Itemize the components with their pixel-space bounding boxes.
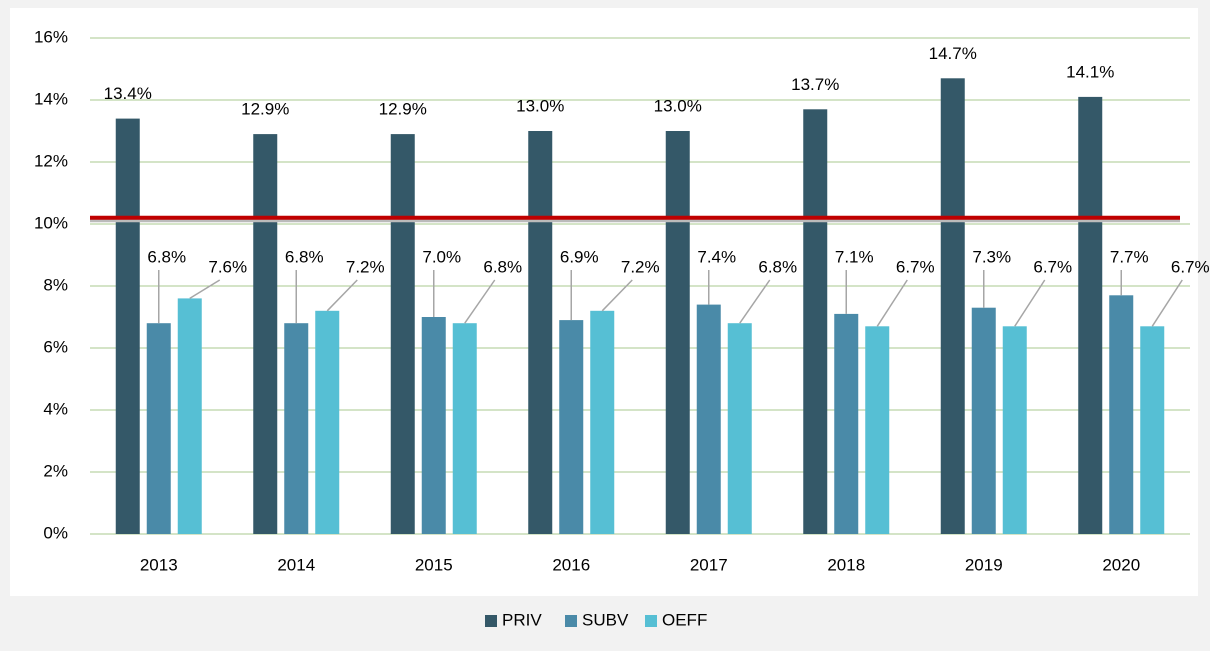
bar	[146, 323, 171, 534]
data-label: 6.7%	[896, 257, 935, 276]
legend-swatch	[645, 615, 657, 627]
x-tick-label: 2016	[552, 555, 590, 574]
y-tick-label: 4%	[43, 399, 68, 418]
bar	[727, 323, 752, 534]
bar	[665, 131, 690, 534]
bar	[421, 317, 446, 534]
leader-line	[189, 279, 221, 300]
y-tick-label: 10%	[34, 213, 68, 232]
data-label: 13.7%	[791, 75, 839, 94]
leader-line	[876, 279, 908, 327]
data-label: 7.4%	[697, 247, 736, 266]
legend-label: OEFF	[662, 610, 707, 629]
data-label: 6.7%	[1171, 257, 1210, 276]
bar	[284, 323, 309, 534]
y-tick-label: 14%	[34, 89, 68, 108]
bar	[696, 304, 721, 534]
data-label: 6.9%	[560, 247, 599, 266]
data-label: 12.9%	[241, 100, 289, 119]
bar	[177, 298, 202, 534]
data-label: 14.1%	[1066, 62, 1114, 81]
bar	[803, 109, 828, 535]
y-tick-label: 16%	[34, 27, 68, 46]
legend-swatch	[485, 615, 497, 627]
y-tick-label: 12%	[34, 151, 68, 170]
bar	[865, 326, 890, 534]
data-label: 6.8%	[285, 247, 324, 266]
data-label: 13.0%	[516, 96, 564, 115]
x-tick-label: 2014	[277, 555, 315, 574]
y-tick-label: 2%	[43, 461, 68, 480]
data-label: 6.8%	[483, 257, 522, 276]
x-tick-label: 2019	[965, 555, 1003, 574]
data-label: 13.0%	[654, 96, 702, 115]
data-label: 14.7%	[929, 44, 977, 63]
x-tick-label: 2018	[827, 555, 865, 574]
bar	[253, 134, 278, 534]
bar	[590, 310, 615, 534]
leader-line	[1151, 279, 1183, 327]
x-tick-label: 2015	[415, 555, 453, 574]
legend-label: PRIV	[502, 610, 542, 629]
leader-line	[739, 279, 771, 324]
bar	[315, 310, 340, 534]
data-label: 7.0%	[422, 247, 461, 266]
bar	[390, 134, 415, 534]
bar	[1002, 326, 1027, 534]
leader-line	[1014, 279, 1046, 327]
data-label: 12.9%	[379, 100, 427, 119]
bar	[1109, 295, 1134, 534]
bar	[1140, 326, 1165, 534]
bar	[559, 320, 584, 534]
leader-line	[326, 279, 358, 312]
y-tick-label: 0%	[43, 523, 68, 542]
bar	[971, 307, 996, 534]
data-label: 6.8%	[147, 247, 186, 266]
leader-line	[464, 279, 496, 324]
bar	[115, 118, 140, 534]
leader-line	[601, 279, 633, 312]
data-label: 6.7%	[1033, 257, 1072, 276]
data-label: 13.4%	[104, 84, 152, 103]
y-tick-label: 8%	[43, 275, 68, 294]
bar	[834, 313, 859, 534]
data-label: 7.3%	[972, 247, 1011, 266]
bar	[1078, 96, 1103, 535]
data-label: 7.2%	[346, 257, 385, 276]
x-tick-label: 2017	[690, 555, 728, 574]
y-tick-label: 6%	[43, 337, 68, 356]
data-label: 7.7%	[1110, 247, 1149, 266]
legend-label: SUBV	[582, 610, 629, 629]
bar	[452, 323, 477, 534]
bar	[528, 131, 553, 534]
data-label: 7.6%	[208, 257, 247, 276]
legend-swatch	[565, 615, 577, 627]
x-tick-label: 2020	[1102, 555, 1140, 574]
x-tick-label: 2013	[140, 555, 178, 574]
data-label: 6.8%	[758, 257, 797, 276]
bar	[940, 78, 965, 535]
data-label: 7.1%	[835, 247, 874, 266]
data-label: 7.2%	[621, 257, 660, 276]
